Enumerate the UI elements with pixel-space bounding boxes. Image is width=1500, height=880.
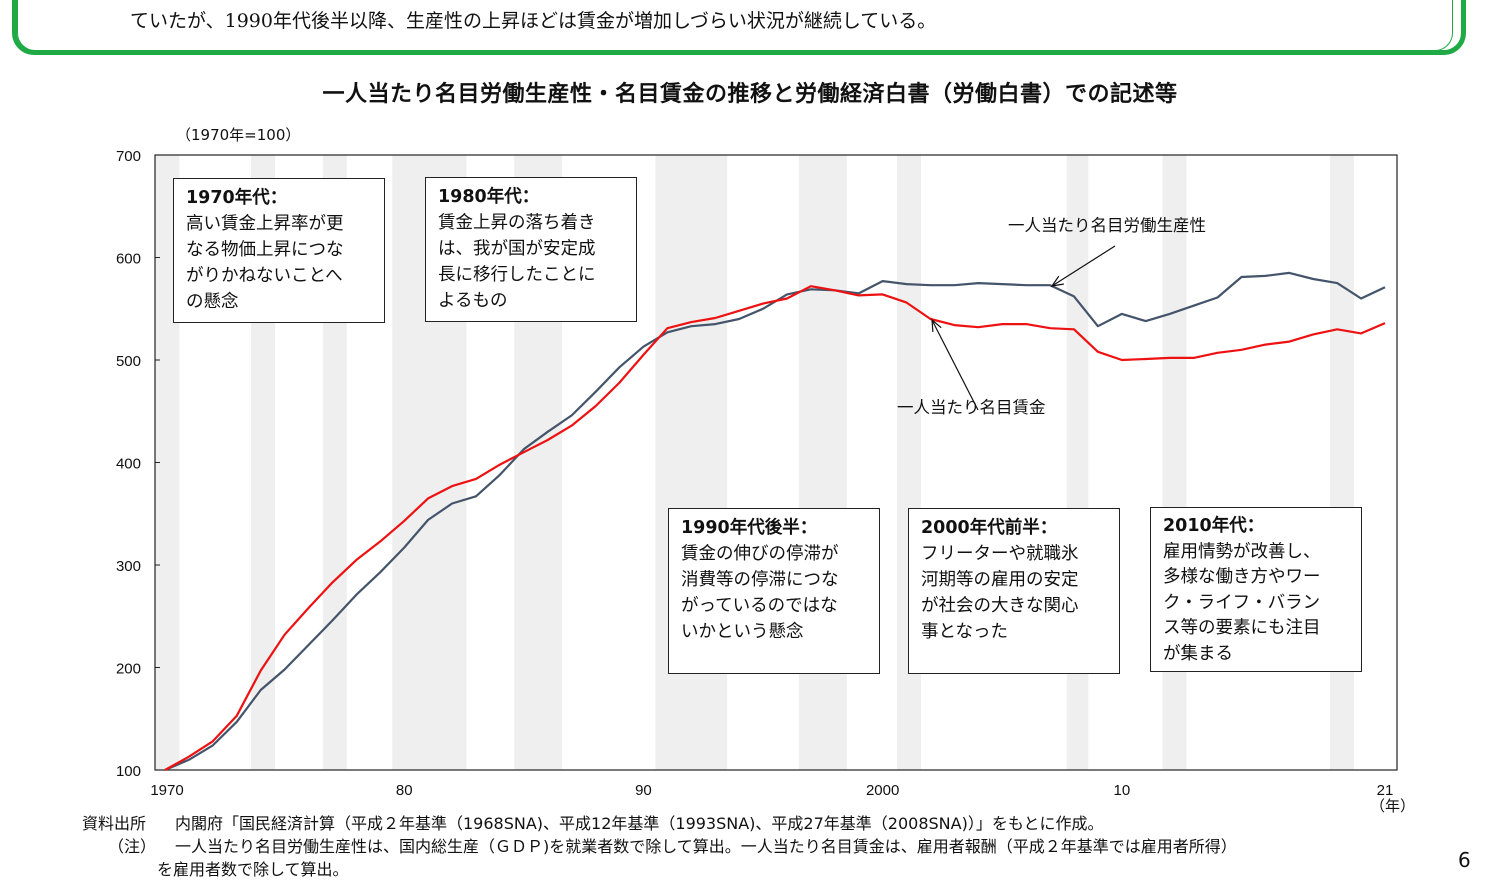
y-tick-label: 100 (116, 763, 141, 780)
annotation-early-2000s: 2000年代前半： フリーターや就職氷 河期等の雇用の安定 が社会の大きな関心 … (908, 508, 1120, 674)
annotation-line: 河期等の雇用の安定 (921, 570, 1079, 590)
chart-title: 一人当たり名目労働生産性・名目賃金の推移と労働経済白書（労働白書）での記述等 (322, 82, 1178, 107)
x-axis-unit: （年） (1370, 797, 1416, 815)
page-number: 6 (1458, 848, 1471, 872)
y-tick-label: 600 (116, 251, 141, 268)
shaded-period (1162, 155, 1187, 770)
annotation-line: 賃金の伸びの停滞が (681, 544, 839, 564)
annotation-line: の懸念 (186, 292, 239, 312)
x-tick-label: 80 (396, 782, 413, 799)
productivity-series-label: 一人当たり名目労働生産性 (1008, 216, 1206, 235)
annotation-line: なる物価上昇につな (186, 240, 344, 260)
annotation-line: よるもの (438, 291, 508, 311)
annotation-line: 消費等の停滞につな (681, 570, 839, 590)
summary-frame-inner (17, 0, 1453, 51)
y-tick-label: 700 (116, 148, 141, 165)
annotation-line: ス等の要素にも注目 (1163, 618, 1321, 638)
annotation-line: 長に移行したことに (438, 265, 596, 285)
productivity-pointer-arrow (1051, 245, 1116, 287)
annotation-line: が集まる (1163, 643, 1233, 664)
annotation-heading: 1990年代後半： (681, 518, 818, 538)
annotation-line: 雇用情勢が改善し、 (1163, 541, 1321, 562)
x-tick-label: 10 (1114, 782, 1131, 799)
summary-text: ていたが、1990年代後半以降、生産性の上昇ほどは賃金が増加しづらい状況が継続し… (130, 10, 937, 32)
x-tick-label: 2000 (866, 782, 899, 799)
annotation-heading: 2010年代： (1163, 516, 1265, 536)
y-tick-label: 200 (116, 661, 141, 678)
shaded-period (1066, 155, 1089, 770)
y-tick-label: 300 (116, 558, 141, 575)
source-text: 内閣府「国民経済計算（平成２年基準（1968SNA)、平成12年基準（1993S… (175, 814, 1104, 833)
shaded-period (798, 155, 847, 770)
note-line-1: 一人当たり名目労働生産性は、国内総生産（ＧＤＰ)を就業者数で除して算出。一人当た… (175, 837, 1237, 856)
annotation-line: がりかねないことへ (186, 266, 343, 286)
shaded-period (655, 155, 728, 770)
annotation-line: が社会の大きな関心 (921, 596, 1079, 616)
x-tick-label: 1970 (150, 782, 183, 799)
unit-label: （1970年=100） (176, 126, 301, 144)
source-label: 資料出所 (82, 814, 147, 833)
shaded-period (1329, 155, 1354, 770)
annotation-line: ク・ライフ・バラン (1163, 592, 1321, 613)
annotation-1980s: 1980年代： 賃金上昇の落ち着き は、我が国が安定成 長に移行したことに よる… (425, 177, 637, 322)
x-tick-label: 90 (635, 782, 652, 799)
annotation-line: フリーターや就職氷 (921, 544, 1079, 564)
wage-series-label: 一人当たり名目賃金 (897, 398, 1046, 417)
wage-pointer-arrow (931, 319, 979, 411)
annotation-line: いかという懸念 (681, 622, 804, 642)
annotation-line: 事となった (921, 622, 1008, 642)
annotation-line: がっているのではな (681, 596, 838, 616)
annotation-heading: 1970年代： (186, 188, 288, 208)
note-line-2: を雇用者数で除して算出。 (157, 860, 349, 879)
annotation-1970s: 1970年代： 高い賃金上昇率が更 なる物価上昇につな がりかねないことへ の懸… (173, 178, 385, 323)
annotation-line: 多様な働き方やワー (1163, 567, 1321, 587)
wage-line (164, 285, 1386, 771)
x-tick-label: 21 (1377, 782, 1394, 799)
productivity-pointer-arrow-head (1050, 275, 1064, 287)
annotation-late-1990s: 1990年代後半： 賃金の伸びの停滞が 消費等の停滞につな がっているのではな … (668, 508, 880, 674)
annotation-line: 賃金上昇の落ち着き (438, 213, 596, 233)
annotation-line: 高い賃金上昇率が更 (186, 214, 344, 234)
y-tick-label: 500 (116, 353, 141, 370)
annotation-heading: 2000年代前半： (921, 518, 1058, 538)
annotation-line: は、我が国が安定成 (438, 239, 596, 259)
wage-pointer-arrow-head (931, 318, 942, 333)
summary-frame (12, 0, 1466, 55)
shaded-period (897, 155, 921, 770)
annotation-heading: 1980年代： (438, 187, 540, 207)
y-tick-label: 400 (116, 456, 141, 473)
annotation-2010s: 2010年代： 雇用情勢が改善し、 多様な働き方やワー ク・ライフ・バラン ス等… (1150, 507, 1362, 672)
note-label: （注） (108, 837, 157, 856)
